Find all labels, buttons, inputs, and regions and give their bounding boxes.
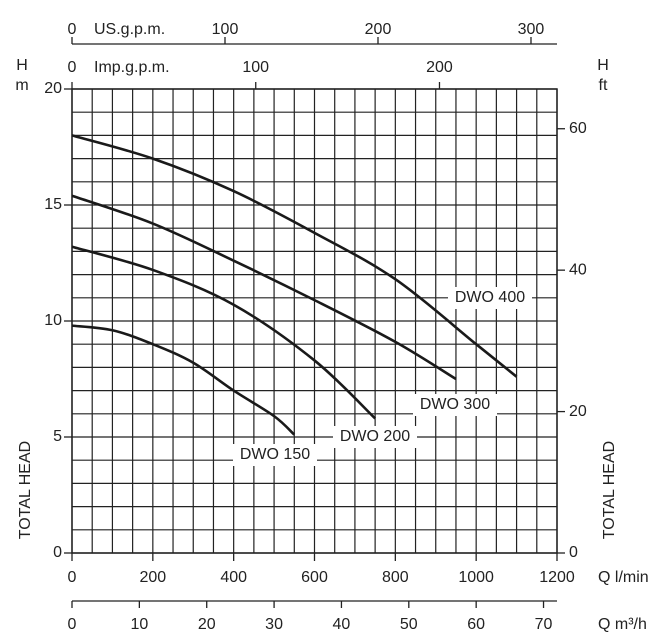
x-tick-label: 1000 bbox=[458, 569, 494, 586]
x-tick-label: 1200 bbox=[539, 569, 575, 586]
x2-tick-label: 0 bbox=[68, 616, 77, 633]
x-tick-label: 0 bbox=[68, 569, 77, 586]
y2-axis-title: TOTAL HEAD bbox=[601, 441, 618, 539]
curve-label-bg bbox=[448, 287, 532, 309]
top-tick-label: 200 bbox=[365, 21, 392, 38]
y-tick-label: 10 bbox=[44, 312, 62, 329]
pump-curve bbox=[71, 134, 518, 378]
y2-unit-symbol: H bbox=[597, 57, 609, 74]
x-axis-title: Q l/min bbox=[598, 569, 649, 586]
curve-label: DWO 200 bbox=[340, 428, 410, 445]
y2-tick-label: 60 bbox=[569, 120, 587, 137]
y-tick-label: 5 bbox=[53, 428, 62, 445]
x2-axis-title: Q m³/h bbox=[598, 616, 647, 633]
y-axis-title: TOTAL HEAD bbox=[17, 441, 34, 539]
top-tick-label: 0 bbox=[68, 59, 77, 76]
x-tick-label: 400 bbox=[220, 569, 247, 586]
y2-tick-label: 0 bbox=[569, 544, 578, 561]
top-axis-title: US.g.p.m. bbox=[94, 21, 165, 38]
curve-label: DWO 150 bbox=[240, 446, 310, 463]
x-tick-label: 200 bbox=[139, 569, 166, 586]
curve-label: DWO 300 bbox=[420, 396, 490, 413]
pump-curve bbox=[71, 194, 457, 381]
y2-tick-label: 20 bbox=[569, 403, 587, 420]
y2-tick-label: 40 bbox=[569, 261, 587, 278]
y-unit-symbol: H bbox=[16, 57, 28, 74]
pump-curve bbox=[71, 324, 296, 436]
x2-tick-label: 60 bbox=[467, 616, 485, 633]
top-tick-label: 100 bbox=[242, 59, 269, 76]
y2-unit: ft bbox=[599, 77, 608, 94]
curve-label: DWO 400 bbox=[455, 289, 525, 306]
x2-tick-label: 20 bbox=[198, 616, 216, 633]
x2-tick-label: 10 bbox=[130, 616, 148, 633]
y-tick-label: 0 bbox=[53, 544, 62, 561]
x2-tick-label: 30 bbox=[265, 616, 283, 633]
top-tick-label: 200 bbox=[426, 59, 453, 76]
curve-label-bg bbox=[333, 426, 417, 448]
x-tick-label: 800 bbox=[382, 569, 409, 586]
pump-curve bbox=[71, 245, 377, 420]
x-tick-label: 600 bbox=[301, 569, 328, 586]
top-tick-label: 300 bbox=[518, 21, 545, 38]
x2-tick-label: 50 bbox=[400, 616, 418, 633]
curve-label-bg bbox=[233, 444, 317, 466]
top-tick-label: 0 bbox=[68, 21, 77, 38]
y-tick-label: 20 bbox=[44, 80, 62, 97]
y-tick-label: 15 bbox=[44, 196, 62, 213]
curve-label-bg bbox=[413, 394, 497, 416]
x2-tick-label: 40 bbox=[333, 616, 351, 633]
plot-frame bbox=[71, 88, 558, 554]
top-tick-label: 100 bbox=[212, 21, 239, 38]
y-unit: m bbox=[15, 77, 28, 94]
top-axis-title: Imp.g.p.m. bbox=[94, 59, 170, 76]
x2-tick-label: 70 bbox=[535, 616, 553, 633]
